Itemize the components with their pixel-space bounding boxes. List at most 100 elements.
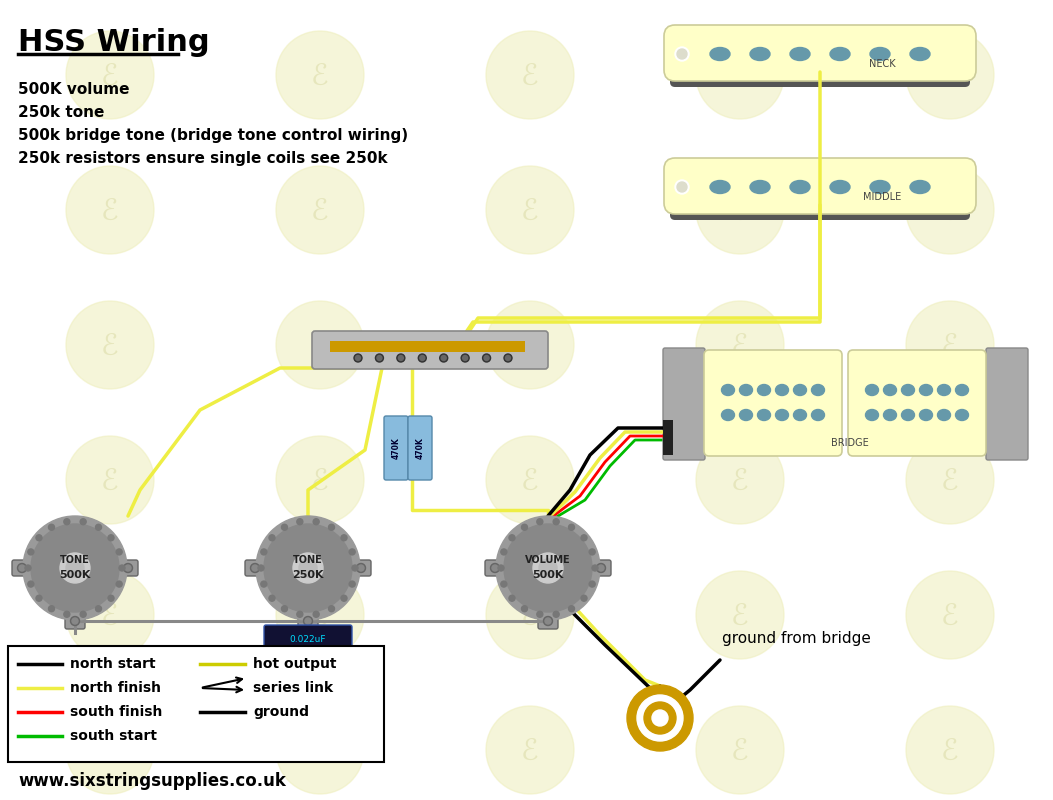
Circle shape (276, 301, 364, 389)
Circle shape (19, 565, 25, 571)
Circle shape (123, 563, 133, 573)
Circle shape (281, 524, 287, 530)
Ellipse shape (710, 47, 730, 61)
Circle shape (652, 710, 668, 726)
Ellipse shape (775, 385, 789, 395)
Circle shape (96, 606, 101, 612)
Circle shape (329, 606, 335, 612)
Circle shape (590, 581, 595, 587)
Circle shape (72, 618, 78, 624)
Text: ℰ: ℰ (731, 64, 749, 92)
Circle shape (906, 571, 994, 659)
Text: ℰ: ℰ (312, 199, 329, 227)
Circle shape (293, 553, 323, 583)
Ellipse shape (866, 410, 878, 421)
Circle shape (498, 565, 504, 571)
Ellipse shape (750, 47, 770, 61)
Circle shape (258, 565, 264, 571)
Circle shape (341, 534, 347, 541)
Circle shape (66, 571, 154, 659)
Circle shape (553, 611, 559, 618)
Ellipse shape (830, 47, 850, 61)
Ellipse shape (721, 385, 735, 395)
Ellipse shape (937, 385, 951, 395)
Circle shape (461, 354, 470, 362)
Circle shape (96, 524, 101, 530)
Ellipse shape (901, 385, 914, 395)
Ellipse shape (883, 410, 896, 421)
Circle shape (36, 595, 42, 602)
Circle shape (906, 31, 994, 119)
Circle shape (80, 611, 86, 618)
Text: 250k tone: 250k tone (18, 105, 104, 120)
Circle shape (537, 518, 543, 525)
FancyBboxPatch shape (384, 416, 408, 480)
Text: ℰ: ℰ (312, 604, 329, 632)
Circle shape (545, 618, 551, 624)
Circle shape (276, 706, 364, 794)
Ellipse shape (910, 181, 930, 194)
Circle shape (119, 565, 125, 571)
Circle shape (581, 595, 587, 602)
Circle shape (553, 518, 559, 525)
Circle shape (696, 436, 784, 524)
Circle shape (261, 549, 266, 555)
Circle shape (462, 355, 468, 361)
Text: ℰ: ℰ (101, 469, 119, 497)
FancyBboxPatch shape (408, 416, 432, 480)
Circle shape (66, 706, 154, 794)
Circle shape (677, 182, 687, 192)
Circle shape (675, 180, 689, 194)
Circle shape (48, 524, 55, 530)
Circle shape (505, 355, 511, 361)
Ellipse shape (866, 385, 878, 395)
Circle shape (18, 563, 26, 573)
Text: ℰ: ℰ (521, 334, 539, 362)
FancyBboxPatch shape (264, 625, 352, 651)
Circle shape (256, 516, 360, 620)
Circle shape (482, 354, 491, 362)
Ellipse shape (870, 181, 890, 194)
Circle shape (341, 595, 347, 602)
Circle shape (491, 563, 499, 573)
Circle shape (313, 611, 319, 618)
Circle shape (329, 524, 335, 530)
Circle shape (644, 702, 676, 734)
Text: ℰ: ℰ (312, 64, 329, 92)
Circle shape (276, 31, 364, 119)
Circle shape (486, 571, 574, 659)
Circle shape (116, 581, 122, 587)
FancyBboxPatch shape (65, 613, 85, 629)
Circle shape (440, 354, 448, 362)
Circle shape (281, 606, 287, 612)
Circle shape (297, 518, 303, 525)
Text: north start: north start (69, 657, 156, 671)
Text: ℰ: ℰ (521, 199, 539, 227)
Circle shape (251, 563, 259, 573)
Circle shape (598, 565, 604, 571)
FancyBboxPatch shape (591, 560, 611, 576)
Circle shape (64, 611, 69, 618)
Text: ℰ: ℰ (101, 739, 119, 767)
Circle shape (569, 524, 575, 530)
Circle shape (352, 565, 358, 571)
Circle shape (420, 355, 424, 361)
Text: ℰ: ℰ (312, 739, 329, 767)
Text: NECK: NECK (869, 59, 895, 69)
Text: TONE: TONE (293, 555, 323, 565)
Ellipse shape (794, 385, 807, 395)
Text: ℰ: ℰ (101, 334, 119, 362)
Ellipse shape (812, 410, 824, 421)
Bar (330, 341, 525, 352)
Circle shape (675, 47, 689, 61)
Circle shape (71, 617, 79, 626)
Circle shape (350, 549, 355, 555)
Circle shape (80, 518, 86, 525)
Circle shape (696, 31, 784, 119)
Circle shape (66, 559, 84, 577)
Circle shape (252, 565, 258, 571)
Text: VOLUME: VOLUME (525, 555, 571, 565)
Circle shape (269, 595, 275, 602)
Circle shape (377, 355, 382, 361)
Circle shape (418, 354, 426, 362)
